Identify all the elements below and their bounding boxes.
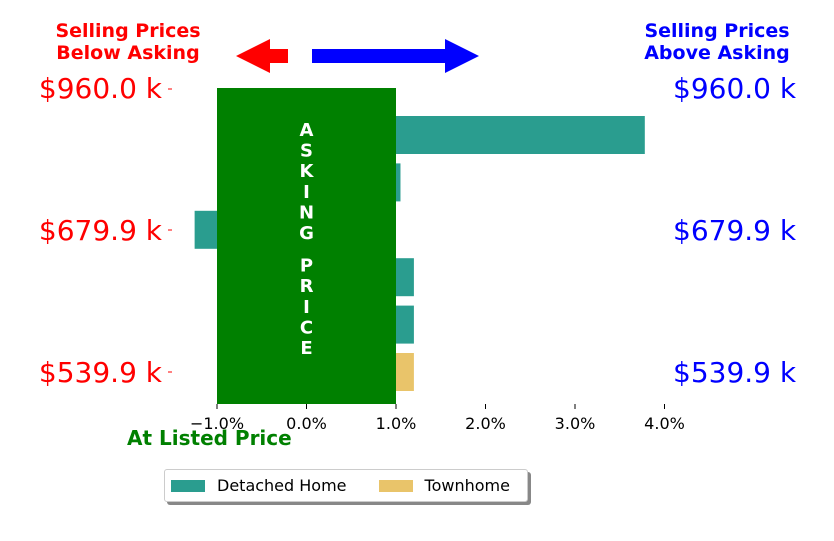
band-letter-2: S <box>300 141 313 162</box>
band-letter-4: I <box>303 182 310 203</box>
band-letter-11: C <box>300 317 313 338</box>
band-letter-8: P <box>300 256 313 277</box>
legend-swatch-townhome <box>378 479 413 492</box>
band-letter-12: E <box>300 338 312 359</box>
band-letter-10: I <box>303 297 310 318</box>
x-tick-label-5: 3.0% <box>555 414 596 433</box>
x-tick-label-2: 0.0% <box>286 414 327 433</box>
at-listed-price-label: At Listed Price <box>127 426 292 450</box>
x-tick-label-1: −1.0% <box>190 414 244 433</box>
band-letter-1: A <box>300 120 314 141</box>
price-label-left-2: $679.9 k <box>38 214 162 247</box>
above-asking-header: Selling Prices Above Asking <box>644 20 790 64</box>
legend-label-townhome: Townhome <box>424 476 510 495</box>
x-axis: −1.0% 0.0% 1.0% 2.0% 3.0% 4.0% <box>168 88 685 433</box>
band-letter-9: R <box>300 276 314 297</box>
legend-item-townhome: Townhome <box>378 476 510 495</box>
band-letter-5: N <box>299 202 314 223</box>
x-tick-label-6: 4.0% <box>644 414 685 433</box>
legend-swatch-detached <box>171 479 205 492</box>
band-letter-3: K <box>300 161 315 182</box>
legend-label-detached: Detached Home <box>217 476 347 495</box>
price-label-right-1: $960.0 k <box>673 72 797 105</box>
x-tick-label-4: 2.0% <box>465 414 506 433</box>
x-tick-label-3: 1.0% <box>376 414 417 433</box>
band-letter-6: G <box>299 223 314 244</box>
left-arrow-icon <box>236 39 288 73</box>
legend-item-detached: Detached Home <box>171 476 347 495</box>
price-label-right-3: $539.9 k <box>673 356 797 389</box>
below-asking-header: Selling Prices Below Asking <box>55 20 201 64</box>
price-label-right-2: $679.9 k <box>673 214 797 247</box>
legend: Detached Home Townhome <box>164 469 528 502</box>
asking-price-band <box>217 88 396 404</box>
price-label-left-1: $960.0 k <box>38 72 162 105</box>
right-arrow-icon <box>312 39 479 73</box>
price-label-left-3: $539.9 k <box>38 356 162 389</box>
